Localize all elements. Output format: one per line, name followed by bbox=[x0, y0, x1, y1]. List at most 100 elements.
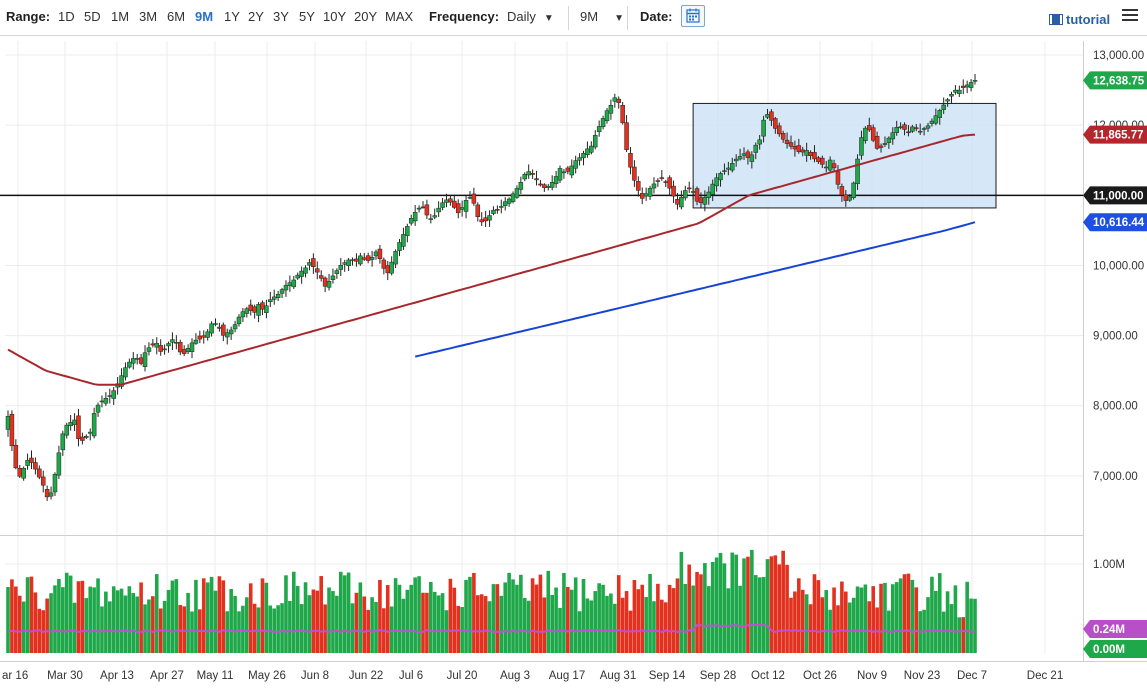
volume-bar bbox=[550, 594, 554, 653]
volume-bar bbox=[577, 611, 582, 653]
volume-bar bbox=[761, 577, 766, 653]
volume-bar bbox=[401, 598, 406, 653]
candlestick bbox=[534, 170, 539, 186]
candlestick bbox=[103, 392, 109, 406]
candlestick bbox=[616, 96, 621, 109]
candlestick bbox=[174, 335, 179, 350]
candlestick bbox=[820, 155, 825, 169]
volume-bar bbox=[245, 597, 249, 653]
range-button-10y[interactable]: 10Y bbox=[323, 9, 347, 24]
range-button-1m[interactable]: 1M bbox=[111, 9, 130, 24]
volume-bar bbox=[96, 578, 100, 653]
volume-bar bbox=[229, 589, 233, 653]
volume-bar bbox=[554, 587, 558, 653]
volume-bar bbox=[288, 600, 292, 653]
volume-bar bbox=[883, 582, 887, 653]
volume-bar bbox=[804, 594, 809, 653]
volume-bar bbox=[201, 578, 206, 653]
volume-bar bbox=[178, 604, 183, 653]
candlestick bbox=[757, 135, 762, 150]
range-button-1y[interactable]: 1Y bbox=[224, 9, 240, 24]
volume-bar bbox=[151, 596, 155, 653]
volume-bar bbox=[17, 595, 22, 653]
candlestick bbox=[953, 85, 958, 95]
candlestick bbox=[326, 273, 332, 291]
volume-bar bbox=[777, 564, 782, 653]
candlestick bbox=[448, 195, 453, 206]
volume-bar bbox=[57, 578, 61, 653]
volume-bar bbox=[45, 598, 49, 653]
candlestick bbox=[632, 160, 637, 187]
candlestick bbox=[847, 194, 852, 202]
volume-bar bbox=[358, 582, 363, 653]
volume-bar bbox=[879, 583, 883, 653]
candlestick bbox=[178, 339, 183, 356]
volume-bar bbox=[722, 563, 727, 653]
range-button-20y[interactable]: 20Y bbox=[354, 9, 378, 24]
range-button-max[interactable]: MAX bbox=[385, 9, 414, 24]
range-button-2y[interactable]: 2Y bbox=[248, 9, 264, 24]
candlestick bbox=[189, 338, 195, 359]
candlestick bbox=[134, 353, 140, 365]
range-button-6m[interactable]: 6M bbox=[167, 9, 186, 24]
period-dropdown[interactable]: 9M ▼ bbox=[580, 9, 624, 24]
range-button-9m[interactable]: 9M bbox=[195, 9, 214, 24]
volume-bar bbox=[409, 584, 414, 653]
candlestick bbox=[80, 432, 85, 445]
price-badge: 12,638.75 bbox=[1083, 71, 1147, 90]
volume-bar bbox=[174, 579, 179, 653]
candlestick bbox=[412, 204, 418, 226]
candlestick bbox=[397, 238, 402, 257]
frequency-dropdown[interactable]: Daily ▼ bbox=[507, 9, 554, 24]
volume-bar bbox=[773, 555, 778, 653]
volume-bar bbox=[965, 581, 969, 653]
volume-bar bbox=[104, 591, 108, 653]
candlestick bbox=[338, 258, 344, 277]
range-button-1d[interactable]: 1D bbox=[58, 9, 75, 24]
candlestick bbox=[416, 205, 422, 213]
calendar-button[interactable] bbox=[681, 5, 705, 27]
volume-bar bbox=[824, 590, 829, 653]
menu-icon[interactable] bbox=[1122, 9, 1138, 23]
candlestick bbox=[330, 268, 336, 284]
volume-bar bbox=[734, 554, 738, 653]
volume-bar bbox=[80, 580, 85, 653]
volume-bar bbox=[276, 605, 280, 653]
volume-bar bbox=[812, 574, 817, 653]
candlestick bbox=[131, 352, 136, 370]
range-button-3m[interactable]: 3M bbox=[139, 9, 158, 24]
tutorial-link[interactable]: tutorial bbox=[1049, 12, 1110, 27]
volume-bar bbox=[750, 549, 754, 653]
toolbar-divider bbox=[627, 6, 628, 30]
candlestick bbox=[917, 123, 923, 136]
volume-bar bbox=[475, 595, 480, 653]
candlestick bbox=[526, 164, 531, 179]
volume-bar bbox=[84, 598, 89, 653]
candlestick bbox=[694, 186, 700, 206]
volume-bar bbox=[836, 605, 840, 653]
volume-bar bbox=[417, 576, 421, 653]
volume-bar bbox=[945, 591, 950, 653]
volume-bar bbox=[569, 589, 574, 653]
stock-chart[interactable]: 13,000.0012,000.0011,000.0010,000.009,00… bbox=[0, 36, 1147, 689]
candlestick bbox=[600, 115, 606, 130]
candlestick bbox=[655, 178, 661, 187]
volume-bar bbox=[260, 578, 265, 653]
range-button-5d[interactable]: 5D bbox=[84, 9, 101, 24]
volume-bar bbox=[914, 587, 919, 653]
candlestick bbox=[499, 199, 504, 214]
chevron-down-icon: ▼ bbox=[614, 13, 624, 24]
range-button-3y[interactable]: 3Y bbox=[273, 9, 289, 24]
range-button-5y[interactable]: 5Y bbox=[299, 9, 315, 24]
volume-bar bbox=[378, 579, 382, 653]
svg-text:0.00M: 0.00M bbox=[1093, 644, 1125, 656]
candlestick bbox=[455, 199, 461, 219]
volume-bar bbox=[166, 589, 171, 653]
volume-bar bbox=[847, 602, 852, 653]
candlestick bbox=[683, 185, 688, 201]
candlestick bbox=[228, 326, 234, 341]
candlestick bbox=[522, 172, 528, 182]
candlestick bbox=[706, 186, 712, 205]
candlestick bbox=[483, 210, 488, 227]
consolidation-range-box bbox=[692, 102, 997, 209]
